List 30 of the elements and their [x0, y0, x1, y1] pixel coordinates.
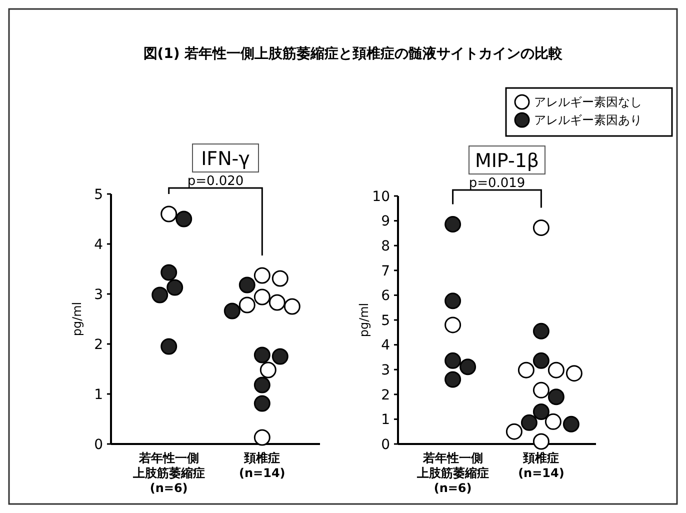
x-tick-label: 頚椎症 (n=14)	[239, 451, 286, 480]
y-tick-label: 8	[381, 238, 390, 254]
y-tick-label: 4	[381, 338, 390, 354]
y-tick-label: 10	[372, 188, 390, 205]
x-tick-label: 若年性一側上肢筋萎縮症 (n=6)	[416, 451, 489, 495]
y-tick-label: 6	[381, 288, 390, 304]
chart-subtitle: IFN-γ	[201, 148, 250, 170]
y-tick-label: 1	[94, 386, 103, 403]
text: 図(1) 若年性一側上肢筋萎縮症と頚椎症の髄液サイトカインの比較	[143, 45, 564, 62]
legend-label: アレルギー素因なし	[534, 95, 642, 110]
y-tick-label: 0	[94, 436, 103, 453]
x-tick-label: 若年性一側上肢筋萎縮症 (n=6)	[132, 451, 205, 495]
y-tick-label: 9	[381, 214, 390, 230]
y-tick-label: 7	[381, 263, 390, 280]
legend-label: アレルギー素因あり	[534, 113, 642, 128]
y-tick-label: 5	[94, 186, 103, 203]
text: p=0.019	[468, 176, 526, 191]
y-tick-label: 3	[94, 286, 103, 303]
y-tick-label: 2	[94, 336, 103, 353]
x-tick-label: 頚椎症 (n=14)	[518, 451, 564, 480]
y-axis-title: pg/ml	[70, 302, 84, 336]
y-tick-label: 2	[381, 387, 390, 404]
y-tick-label: 4	[94, 236, 104, 253]
y-tick-label: 1	[381, 412, 390, 428]
text: p=0.020	[187, 174, 244, 189]
chart-subtitle: MIP-1β	[474, 150, 540, 172]
y-axis-title: pg/ml	[357, 302, 371, 338]
y-tick-label: 5	[381, 312, 390, 329]
y-tick-label: 0	[381, 436, 390, 453]
y-tick-label: 3	[381, 362, 390, 378]
